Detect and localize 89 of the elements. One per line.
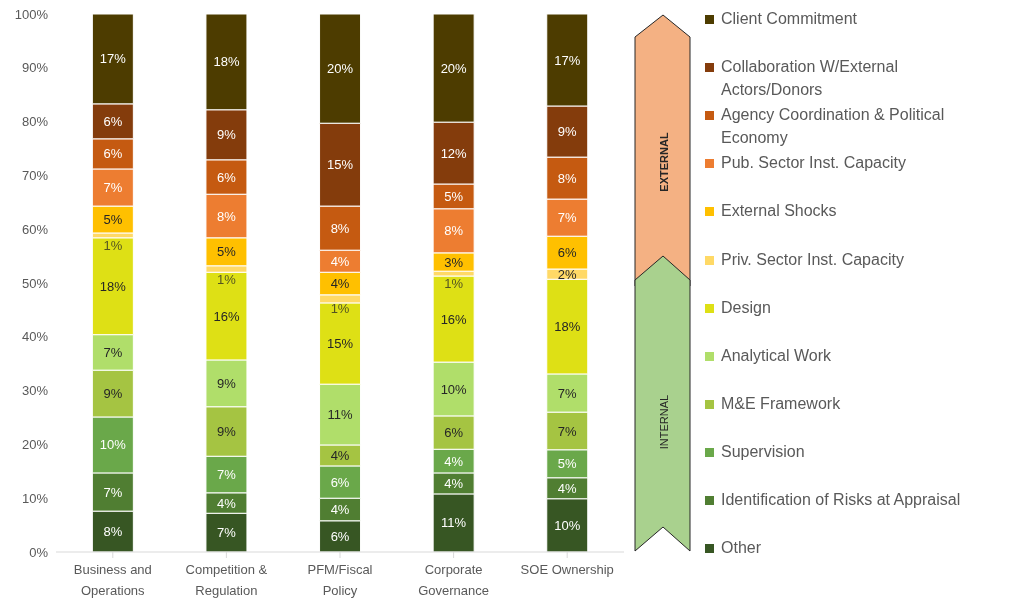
data-label: 9% [557,124,578,140]
data-label: 6% [557,245,578,261]
data-label: 4% [330,276,350,292]
data-label: 1% [217,271,237,287]
data-label: 1% [444,276,464,292]
data-label: 10% [554,517,581,533]
x-tick-label: Corporate Governance [418,562,490,598]
data-label: 10% [99,437,127,453]
y-tick-label: 50% [21,275,49,291]
y-tick-label: 90% [21,60,49,76]
x-tick-label: Competition & Regulation [185,562,268,598]
data-label: 6% [444,425,464,441]
data-label: 5% [444,188,464,204]
data-label: 7% [103,484,123,500]
y-tick-label: 20% [21,437,49,453]
legend-label: Pub. Sector Inst. Capacity [721,153,906,173]
data-label: 7% [217,467,237,483]
legend-label: Priv. Sector Inst. Capacity [721,250,904,270]
data-label: 4% [557,480,578,496]
y-tick-label: 0% [29,544,49,560]
data-label: 16% [213,308,240,324]
data-label: 4% [330,502,350,518]
data-label: 18% [213,54,240,70]
legend-label: External Shocks [721,201,837,221]
y-tick-label: 60% [21,221,49,237]
y-tick-label: 40% [21,329,49,345]
data-label: 20% [327,61,354,77]
data-label: 6% [217,169,237,185]
y-tick-label: 10% [21,490,49,506]
data-label: 6% [330,528,350,544]
legend-label: Design [721,298,771,318]
x-tick-label: Business and Operations [73,562,152,598]
data-label: 17% [99,51,127,67]
legend-label: Client Commitment [721,9,858,29]
data-label: 8% [557,170,578,186]
x-tick-label: PFM/Fiscal Policy [307,562,373,598]
data-label: 15% [327,336,354,352]
data-label: 17% [554,52,581,68]
data-label: 4% [330,447,350,463]
legend-label: Other [721,538,762,558]
data-label: 9% [217,375,237,391]
data-label: 8% [444,223,464,239]
data-label: 7% [103,344,123,360]
data-label: 11% [441,515,467,531]
data-label: 7% [217,525,237,541]
data-label: 8% [217,208,237,224]
y-tick-label: 70% [21,168,49,184]
data-label: 1% [330,301,350,317]
data-label: 9% [217,127,237,143]
data-label: 7% [103,180,123,196]
data-label: 11% [327,407,354,423]
data-label: 6% [330,474,350,490]
data-label: 3% [444,254,464,270]
data-label: 7% [557,210,578,226]
data-label: 7% [557,423,578,439]
chevron-arrows: EXTERNAL INTERNAL [632,12,694,552]
data-label: 4% [444,453,464,469]
data-label: 16% [440,311,468,327]
data-label: 9% [103,386,123,402]
data-label: 9% [217,424,237,440]
data-label: 7% [557,385,578,401]
data-label: 6% [103,113,123,129]
data-label: 8% [330,220,350,236]
data-label: 8% [103,524,123,540]
x-tick-label: SOE Ownership [520,562,614,577]
data-label: 10% [440,381,468,397]
data-label: 15% [327,157,354,173]
y-tick-label: 100% [14,6,49,22]
data-label: 18% [99,278,127,294]
y-tick-label: 80% [21,114,49,130]
data-label: 4% [217,495,237,511]
legend-label: Collaboration W/External Actors/Donors [721,57,899,100]
y-tick-label: 30% [21,383,49,399]
data-label: 4% [444,475,464,491]
legend-label: Analytical Work [721,346,831,366]
legend-label: Supervision [721,442,805,462]
data-label: 5% [217,244,237,260]
data-label: 5% [557,456,578,472]
data-label: 1% [103,237,123,253]
data-label: 18% [554,319,581,335]
data-label: 5% [103,212,123,228]
data-label: 12% [440,145,468,161]
data-label: 4% [330,253,350,269]
legend-label: Identification of Risks at Appraisal [721,490,961,510]
data-label: 6% [103,146,123,162]
legend-label: Agency Coordination & Political Economy [721,105,946,148]
data-label: 2% [557,266,578,282]
legend-label: M&E Framework [721,394,841,414]
data-label: 20% [440,60,468,76]
